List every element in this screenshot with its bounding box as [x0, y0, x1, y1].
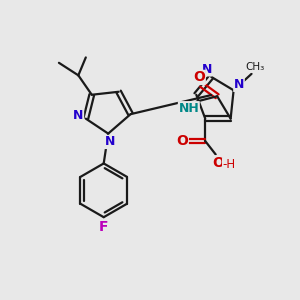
Text: N: N — [202, 63, 212, 76]
Text: F: F — [99, 220, 109, 234]
Text: CH₃: CH₃ — [245, 62, 265, 72]
Text: N: N — [234, 78, 244, 92]
Text: O: O — [176, 134, 188, 148]
Text: O: O — [212, 156, 224, 170]
Text: O: O — [193, 70, 205, 84]
Text: -H: -H — [223, 158, 236, 171]
Text: N: N — [73, 109, 83, 122]
Text: NH: NH — [178, 102, 199, 115]
Text: N: N — [104, 135, 115, 148]
